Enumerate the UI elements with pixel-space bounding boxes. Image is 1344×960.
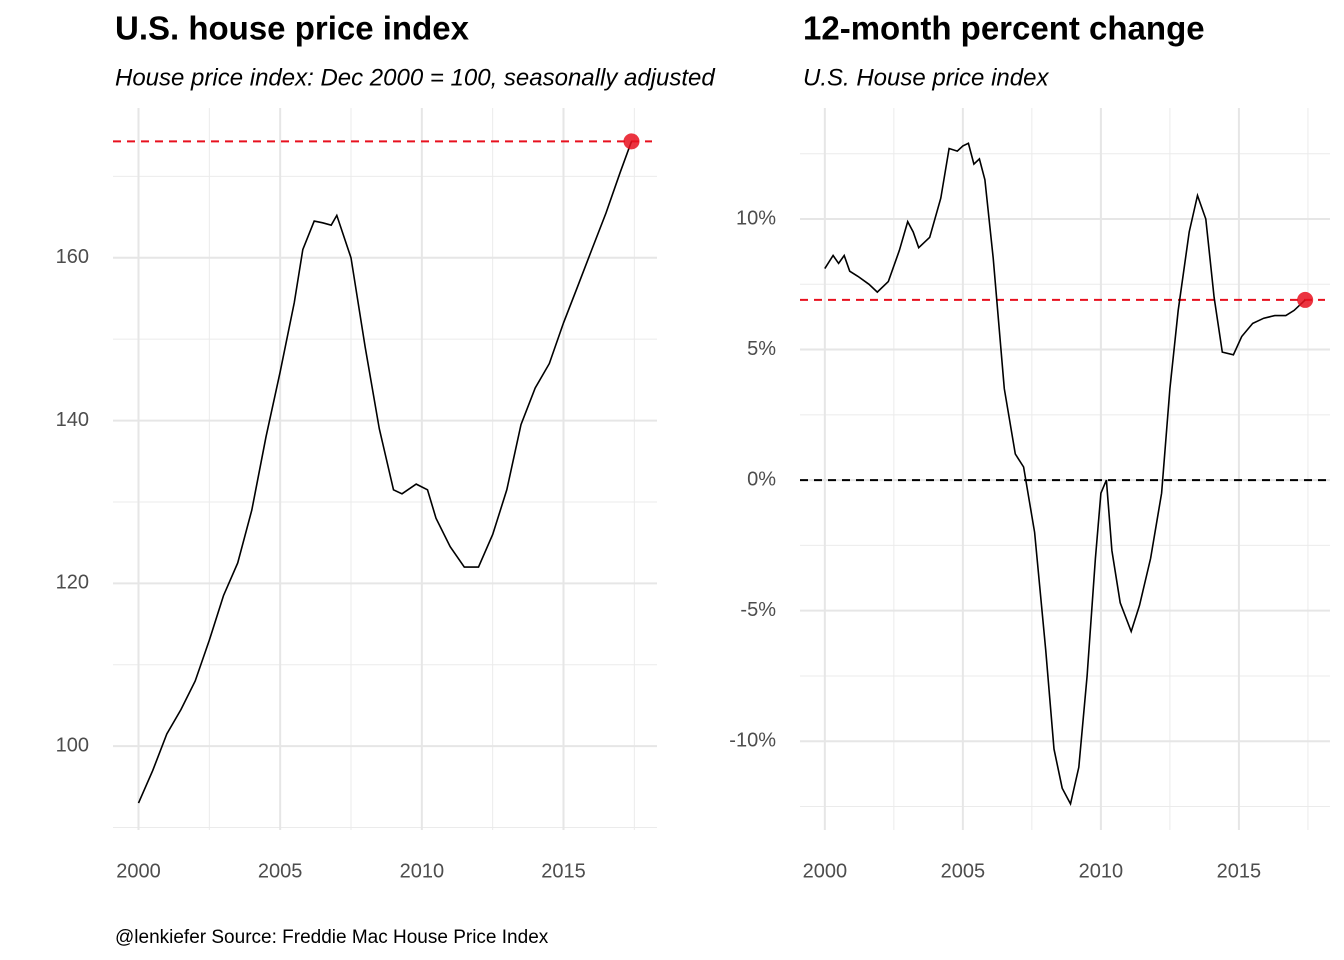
x-tick-label: 2005 — [258, 860, 303, 882]
y-tick-label: 140 — [56, 409, 89, 431]
x-tick-label: 2000 — [116, 860, 161, 882]
x-tick-label: 2010 — [1079, 860, 1124, 882]
x-tick-label: 2015 — [541, 860, 586, 882]
y-tick-label: 0% — [747, 468, 776, 490]
y-tick-label: 100 — [56, 734, 89, 756]
y-tick-label: 10% — [736, 207, 776, 229]
y-tick-label: -5% — [740, 599, 776, 621]
x-tick-label: 2015 — [1217, 860, 1262, 882]
chart-title: 12-month percent change — [803, 10, 1205, 47]
x-tick-label: 2005 — [941, 860, 986, 882]
chart-title: U.S. house price index — [115, 10, 470, 47]
y-tick-label: 160 — [56, 246, 89, 268]
y-tick-label: 120 — [56, 572, 89, 594]
chart-subtitle: U.S. House price index — [803, 64, 1049, 91]
x-tick-label: 2010 — [400, 860, 445, 882]
y-tick-label: -10% — [729, 730, 776, 752]
last-point — [623, 133, 640, 150]
y-tick-label: 5% — [747, 338, 776, 360]
series-line — [137, 141, 633, 804]
x-tick-label: 2000 — [803, 860, 848, 882]
last-point — [1297, 291, 1314, 308]
chart-subtitle: House price index: Dec 2000 = 100, seaso… — [115, 64, 715, 91]
series-line — [824, 142, 1306, 807]
caption: @lenkiefer Source: Freddie Mac House Pri… — [115, 927, 549, 948]
